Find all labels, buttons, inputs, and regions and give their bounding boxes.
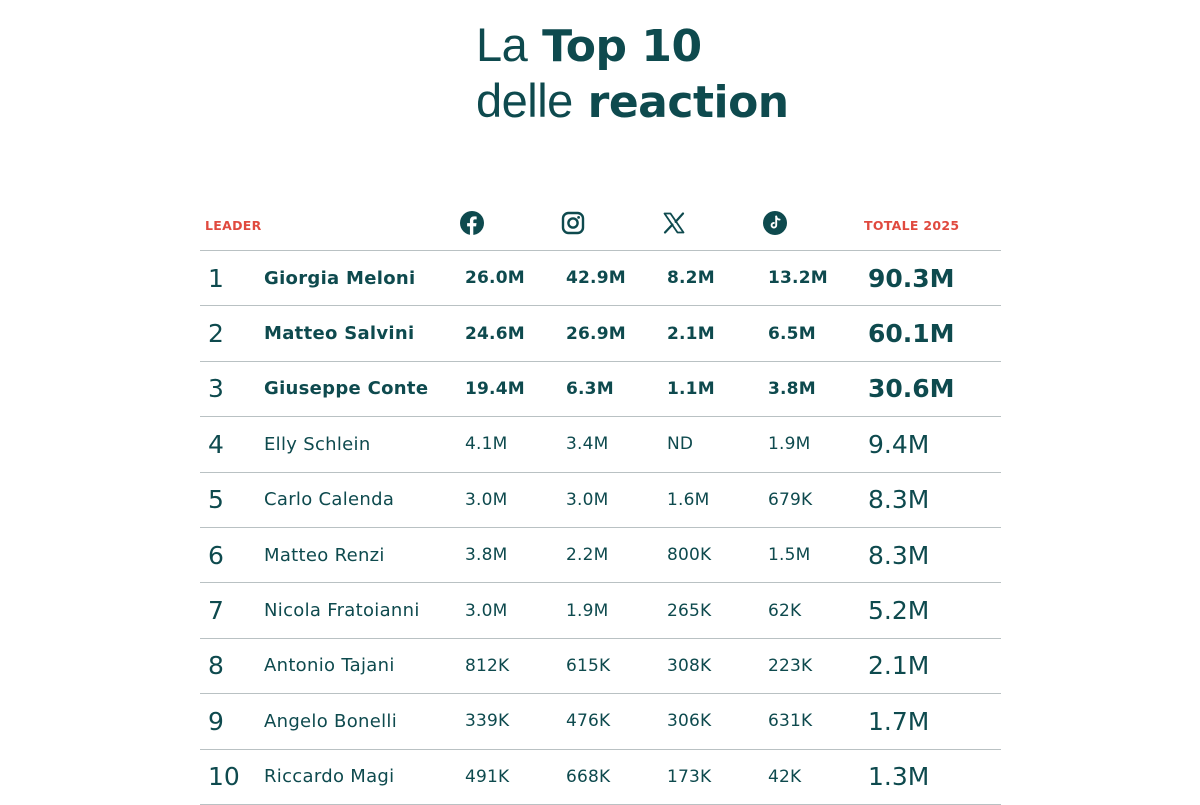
tiktok-value: 223K bbox=[768, 655, 813, 676]
tiktok-value: 1.9M bbox=[768, 434, 811, 455]
rank-number: 6 bbox=[208, 540, 224, 570]
total-value: 9.4M bbox=[868, 429, 930, 459]
leader-name: Carlo Calenda bbox=[264, 489, 395, 511]
facebook-value: 24.6M bbox=[465, 323, 525, 344]
title-bold-1: Top 10 bbox=[542, 21, 702, 72]
x-value: 1.6M bbox=[667, 489, 710, 510]
facebook-value: 26.0M bbox=[465, 268, 525, 289]
total-value: 8.3M bbox=[868, 540, 930, 570]
instagram-value: 3.0M bbox=[566, 489, 609, 510]
leader-name: Elly Schlein bbox=[264, 433, 371, 455]
leader-name: Nicola Fratoianni bbox=[264, 600, 420, 622]
title-light-1: La bbox=[476, 18, 528, 71]
rank-number: 4 bbox=[208, 429, 224, 459]
table-row: 9 Angelo Bonelli 339K 476K 306K 631K 1.7M bbox=[200, 694, 1001, 750]
facebook-value: 812K bbox=[465, 655, 510, 676]
rank-number: 10 bbox=[208, 762, 240, 792]
leader-name: Giorgia Meloni bbox=[264, 267, 416, 289]
instagram-value: 26.9M bbox=[566, 323, 626, 344]
instagram-value: 1.9M bbox=[566, 600, 609, 621]
rank-number: 2 bbox=[208, 319, 224, 349]
header-leader: LEADER bbox=[205, 218, 262, 233]
x-value: 8.2M bbox=[667, 268, 715, 289]
table-body: 1 Giorgia Meloni 26.0M 42.9M 8.2M 13.2M 90.3M 2… bbox=[200, 251, 1001, 805]
total-value: 5.2M bbox=[868, 596, 930, 626]
instagram-value: 615K bbox=[566, 655, 611, 676]
table-row: 1 Giorgia Meloni 26.0M 42.9M 8.2M 13.2M 90.3M bbox=[200, 251, 1001, 307]
total-value: 2.1M bbox=[868, 651, 930, 681]
leader-name: Antonio Tajani bbox=[264, 655, 395, 677]
x-value: 265K bbox=[667, 600, 712, 621]
title-light-2: delle bbox=[476, 74, 573, 127]
instagram-value: 476K bbox=[566, 711, 611, 732]
tiktok-value: 13.2M bbox=[768, 268, 828, 289]
header-total: TOTALE 2025 bbox=[864, 218, 960, 233]
table-row: 6 Matteo Renzi 3.8M 2.2M 800K 1.5M 8.3M bbox=[200, 528, 1001, 584]
leader-name: Angelo Bonelli bbox=[264, 710, 398, 732]
page-title: La Top 10 delle reaction bbox=[476, 18, 789, 130]
tiktok-value: 3.8M bbox=[768, 378, 816, 399]
x-value: 1.1M bbox=[667, 378, 715, 399]
x-value: ND bbox=[667, 434, 694, 455]
tiktok-value: 631K bbox=[768, 711, 813, 732]
instagram-value: 6.3M bbox=[566, 378, 614, 399]
instagram-value: 3.4M bbox=[566, 434, 609, 455]
table-row: 3 Giuseppe Conte 19.4M 6.3M 1.1M 3.8M 30.6M bbox=[200, 362, 1001, 418]
total-value: 60.1M bbox=[868, 319, 955, 349]
leader-name: Matteo Renzi bbox=[264, 544, 385, 566]
table-row: 7 Nicola Fratoianni 3.0M 1.9M 265K 62K 5.2M bbox=[200, 583, 1001, 639]
rank-number: 5 bbox=[208, 485, 224, 515]
total-value: 8.3M bbox=[868, 485, 930, 515]
rank-number: 7 bbox=[208, 596, 224, 626]
table-row: 10 Riccardo Magi 491K 668K 173K 42K 1.3M bbox=[200, 750, 1001, 805]
instagram-value: 668K bbox=[566, 766, 611, 787]
facebook-value: 339K bbox=[465, 711, 510, 732]
tiktok-value: 679K bbox=[768, 489, 813, 510]
total-value: 30.6M bbox=[868, 374, 955, 404]
facebook-icon bbox=[460, 211, 484, 235]
tiktok-icon bbox=[763, 211, 787, 235]
leader-name: Giuseppe Conte bbox=[264, 378, 429, 400]
instagram-value: 42.9M bbox=[566, 268, 626, 289]
tiktok-value: 42K bbox=[768, 766, 802, 787]
rank-number: 9 bbox=[208, 706, 224, 736]
table-row: 5 Carlo Calenda 3.0M 3.0M 1.6M 679K 8.3M bbox=[200, 473, 1001, 528]
leader-name: Matteo Salvini bbox=[264, 323, 415, 345]
table-header: LEADER TOTALE 2025 bbox=[200, 196, 1001, 251]
facebook-value: 3.0M bbox=[465, 600, 508, 621]
x-icon bbox=[663, 212, 685, 234]
table-row: 2 Matteo Salvini 24.6M 26.9M 2.1M 6.5M 60.1M bbox=[200, 306, 1001, 362]
table-row: 8 Antonio Tajani 812K 615K 308K 223K 2.1M bbox=[200, 639, 1001, 695]
tiktok-value: 1.5M bbox=[768, 545, 811, 566]
rank-number: 8 bbox=[208, 651, 224, 681]
reaction-table: LEADER TOTALE 2025 1 Giorgia Meloni 26.0M 4… bbox=[200, 196, 1001, 805]
total-value: 1.7M bbox=[868, 706, 930, 736]
tiktok-value: 6.5M bbox=[768, 323, 816, 344]
table-row: 4 Elly Schlein 4.1M 3.4M ND 1.9M 9.4M bbox=[200, 417, 1001, 473]
x-value: 173K bbox=[667, 766, 712, 787]
total-value: 90.3M bbox=[868, 263, 955, 293]
facebook-value: 3.8M bbox=[465, 545, 508, 566]
x-value: 306K bbox=[667, 711, 712, 732]
x-value: 2.1M bbox=[667, 323, 715, 344]
facebook-value: 19.4M bbox=[465, 378, 525, 399]
rank-number: 3 bbox=[208, 374, 224, 404]
instagram-value: 2.2M bbox=[566, 545, 609, 566]
instagram-icon bbox=[561, 211, 585, 235]
facebook-value: 491K bbox=[465, 766, 510, 787]
total-value: 1.3M bbox=[868, 762, 930, 792]
x-value: 308K bbox=[667, 655, 712, 676]
facebook-value: 4.1M bbox=[465, 434, 508, 455]
leader-name: Riccardo Magi bbox=[264, 766, 395, 788]
tiktok-value: 62K bbox=[768, 600, 802, 621]
title-bold-2: reaction bbox=[587, 77, 789, 128]
x-value: 800K bbox=[667, 545, 712, 566]
facebook-value: 3.0M bbox=[465, 489, 508, 510]
rank-number: 1 bbox=[208, 263, 224, 293]
